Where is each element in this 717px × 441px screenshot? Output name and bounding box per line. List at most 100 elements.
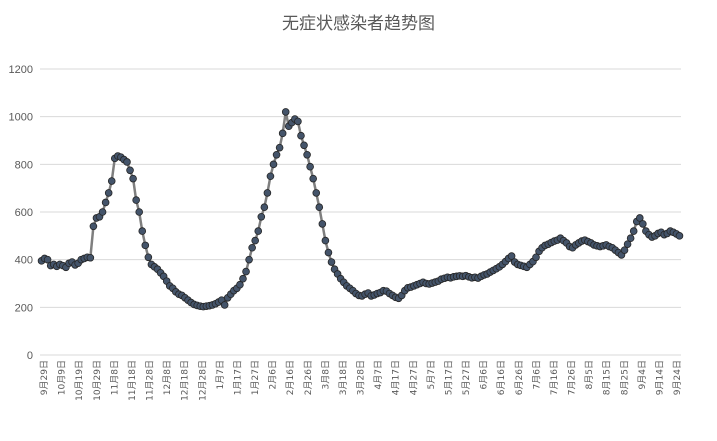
series-markers xyxy=(37,108,684,311)
data-point xyxy=(635,214,644,222)
x-tick-label: 11月18日 xyxy=(127,360,138,401)
data-point xyxy=(107,177,116,185)
x-tick-label: 7月26日 xyxy=(567,360,578,395)
data-point xyxy=(269,160,278,169)
data-point xyxy=(626,234,635,243)
x-tick-label: 5月17日 xyxy=(443,360,454,395)
data-point xyxy=(236,280,244,289)
data-point xyxy=(101,198,110,207)
x-tick-label: 9月24日 xyxy=(672,360,683,395)
data-point xyxy=(89,222,98,231)
x-tick-label: 5月7日 xyxy=(426,360,437,389)
data-point xyxy=(281,108,290,116)
data-point xyxy=(104,189,113,197)
x-tick-label: 7月16日 xyxy=(549,360,560,395)
x-tick-label: 12月18日 xyxy=(180,360,191,401)
data-point xyxy=(43,255,52,264)
x-tick-label: 6月6日 xyxy=(479,360,490,389)
x-tick-label: 11月28日 xyxy=(145,360,156,401)
x-tick-label: 10月9日 xyxy=(57,360,68,395)
x-tick-label: 9月14日 xyxy=(654,360,665,395)
data-point xyxy=(300,141,308,150)
x-tick-label: 3月8日 xyxy=(320,360,331,389)
data-point xyxy=(324,248,333,257)
x-tick-label: 1月7日 xyxy=(215,360,226,389)
x-tick-label: 12月8日 xyxy=(162,360,173,395)
chart-title: 无症状感染者趋势图 xyxy=(282,14,435,34)
data-point xyxy=(629,227,638,235)
data-point xyxy=(138,227,147,235)
data-point xyxy=(245,255,253,264)
x-tick-label: 8月5日 xyxy=(584,360,595,389)
data-point xyxy=(315,203,324,212)
data-point xyxy=(275,143,284,152)
data-point xyxy=(242,267,250,276)
y-tick-label: 800 xyxy=(15,159,33,171)
data-point xyxy=(278,129,287,138)
data-point xyxy=(257,212,266,221)
x-tick-label: 1月27日 xyxy=(250,360,261,395)
x-axis-ticks: 9月29日 10月9日 10月19日 10月29日 11月8日 11月18日 11月28日 1… xyxy=(39,360,683,401)
y-tick-label: 1000 xyxy=(9,112,33,124)
data-point xyxy=(239,274,247,283)
data-point xyxy=(263,189,272,197)
data-point xyxy=(532,253,540,262)
x-tick-label: 3月18日 xyxy=(338,360,349,395)
x-tick-label: 9月29日 xyxy=(39,360,50,395)
x-tick-label: 8月25日 xyxy=(619,360,630,395)
data-point xyxy=(321,236,330,245)
x-tick-label: 2月6日 xyxy=(268,360,279,389)
data-point xyxy=(251,236,259,245)
y-tick-label: 400 xyxy=(15,255,33,267)
data-point xyxy=(620,246,629,254)
data-point xyxy=(639,220,647,228)
x-tick-label: 6月26日 xyxy=(514,360,525,395)
data-point xyxy=(135,208,144,216)
x-tick-label: 4月7日 xyxy=(373,360,384,389)
x-tick-label: 4月27日 xyxy=(408,360,419,395)
data-point xyxy=(309,174,317,183)
x-tick-label: 6月16日 xyxy=(496,360,507,395)
x-tick-label: 5月27日 xyxy=(461,360,472,395)
data-point xyxy=(303,151,311,159)
y-tick-label: 600 xyxy=(15,207,33,219)
data-point xyxy=(141,241,150,250)
x-tick-label: 9月4日 xyxy=(637,360,648,389)
data-point xyxy=(98,208,107,216)
data-point xyxy=(126,166,134,175)
data-point xyxy=(144,253,153,262)
x-tick-label: 10月29日 xyxy=(92,360,103,401)
x-tick-label: 4月17日 xyxy=(391,360,402,395)
data-point xyxy=(254,227,263,235)
data-point xyxy=(623,240,632,248)
x-tick-label: 3月28日 xyxy=(356,360,367,395)
x-tick-label: 1月17日 xyxy=(232,360,243,395)
data-point xyxy=(507,252,516,260)
data-point xyxy=(272,151,281,159)
x-tick-label: 11月8日 xyxy=(109,360,120,395)
data-point xyxy=(248,243,256,252)
y-tick-label: 1200 xyxy=(9,64,33,76)
data-point xyxy=(132,196,140,204)
data-point xyxy=(123,158,131,166)
gridlines xyxy=(40,68,681,356)
data-point xyxy=(327,258,336,266)
x-tick-label: 12月28日 xyxy=(197,360,208,401)
y-tick-label: 0 xyxy=(27,350,33,362)
data-point xyxy=(318,220,327,228)
data-point xyxy=(294,117,302,126)
x-tick-label: 10月19日 xyxy=(74,360,85,401)
data-point xyxy=(266,172,275,181)
data-point xyxy=(675,232,684,240)
y-tick-label: 200 xyxy=(15,302,33,314)
y-axis-ticks: 0 200 400 600 800 1000 1200 xyxy=(9,64,33,362)
x-tick-label: 8月15日 xyxy=(602,360,613,395)
data-point xyxy=(260,203,269,212)
data-point xyxy=(306,162,314,171)
data-point xyxy=(220,301,229,309)
x-tick-label: 7月6日 xyxy=(531,360,542,389)
x-tick-label: 2月16日 xyxy=(285,360,296,395)
data-point xyxy=(297,131,305,140)
data-point xyxy=(312,189,321,197)
